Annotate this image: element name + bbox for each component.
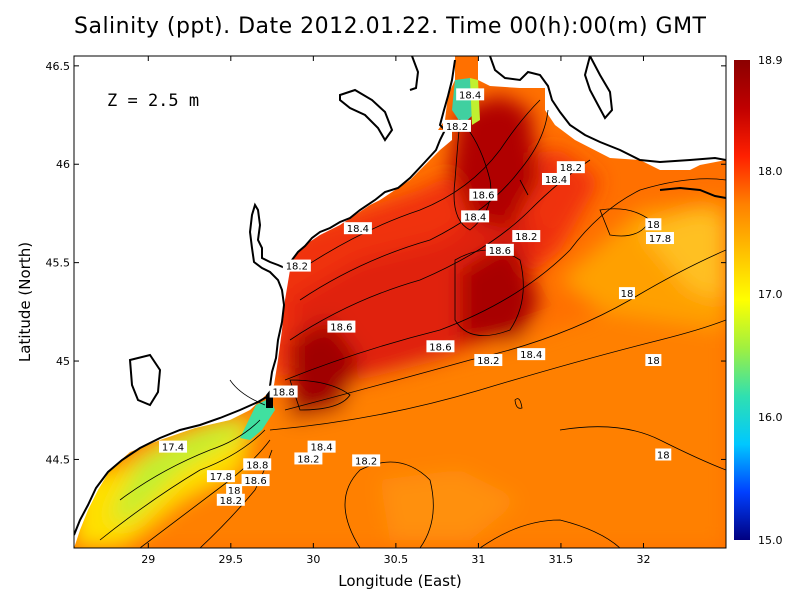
x-tick-label: 30 [306,553,320,566]
contour-labels: 18.418.218.618.418.218.418.418.218.618.2… [159,88,674,507]
contour-label-bg [541,172,570,185]
contour-label-bg [282,259,311,272]
contour-label: 18.6 [429,342,451,353]
contour-label: 18.4 [545,175,567,186]
lake-outline-5 [409,56,420,91]
contour-label: 18.4 [520,350,542,361]
contour-label: 18.6 [472,191,494,202]
contour-label: 18 [657,451,670,462]
y-tick-label: 44.5 [46,453,71,466]
contour-label: 18.2 [515,232,537,243]
contour-label: 17.4 [162,443,184,454]
lake-outline-4 [659,186,726,199]
colorbar-tick-label: 18.9 [758,54,783,67]
plume-core [266,386,273,408]
contour-label: 18.6 [244,476,266,487]
x-axis: 29 29.5 30 30.5 31 31.5 32 [141,56,650,566]
contour-label: 17.8 [210,472,232,483]
contour-label: 18 [621,289,634,300]
lake-outline-1 [339,88,394,142]
colorbar-ticks: 15.0 16.0 17.0 18.0 18.9 [758,54,783,547]
contour-label-bg [645,218,662,231]
contour-label: 18.4 [310,443,332,454]
contour-label: 18.2 [286,262,308,273]
contour-label: 18 [647,356,660,367]
y-tick-label: 46.5 [46,60,71,73]
plot-frame [73,55,727,549]
contour-label-bg [655,448,672,461]
contour-label-bg [327,320,356,333]
contour-label: 18 [228,486,241,497]
contour-label-bg [426,340,455,353]
contour-label: 18.2 [220,496,242,507]
contour-label-bg [269,385,298,398]
contour-label-bg [469,188,498,201]
depth-annotation: Z = 2.5 m [107,91,199,111]
contour-label-bg [294,452,323,465]
contour-label: 18.2 [446,122,468,133]
land [74,56,455,548]
lake-outline-3 [128,353,162,407]
contour-label: 18.4 [464,212,486,223]
contour-label-bg [307,440,336,453]
contour-label: 18.2 [355,456,377,467]
contour-label-bg [442,119,471,132]
colorbar-tick-label: 15.0 [758,534,783,547]
y-axis: 44.5 45 45.5 46 46.5 [46,60,726,466]
contour-label-bg [474,354,503,367]
x-tick-label: 29 [141,553,155,566]
contour-label: 18.6 [330,323,352,334]
contour-label-bg [461,210,490,223]
contour-label: 18.6 [489,246,511,257]
coastline-south [74,394,271,536]
plot-area: 18.418.218.618.418.218.418.418.218.618.2… [74,56,726,548]
contour-label: 18.2 [560,163,582,174]
contour-label-bg [645,232,674,245]
x-axis-label: Longitude (East) [338,572,461,590]
chart-title: Salinity (ppt). Date 2012.01.22. Time 00… [74,14,707,39]
contour-label-bg [159,440,188,453]
contour-label: 18.4 [347,224,369,235]
x-tick-label: 29.5 [219,553,244,566]
x-tick-label: 31.5 [549,553,574,566]
contour-label-bg [645,354,662,367]
contour-label-bg [352,454,381,467]
contour-label: 18.8 [246,460,268,471]
x-tick-label: 31 [471,553,485,566]
contour-label-bg [216,493,245,506]
colorbar-tick-label: 17.0 [758,288,783,301]
y-axis-label: Latitude (North) [16,242,34,362]
contour-label: 17.8 [649,234,671,245]
contour-label-bg [556,161,585,174]
contour-label-bg [456,88,485,101]
lake-outline-2 [583,56,614,120]
x-tick-label: 32 [636,553,650,566]
contour-label: 18.8 [272,388,294,399]
colorbar-tick-label: 16.0 [758,411,783,424]
colorbar [734,60,750,540]
contour-label-bg [226,483,243,496]
y-tick-label: 45.5 [46,257,71,270]
contour-label-bg [206,470,235,483]
contour-label-bg [485,243,514,256]
y-tick-label: 46 [56,158,70,171]
coastline-northeast [489,56,726,164]
colorbar-tick-label: 18.0 [758,165,783,178]
contour-label-bg [517,348,546,361]
y-tick-label: 45 [56,355,70,368]
contour-label-bg [343,222,372,235]
x-tick-label: 30.5 [384,553,409,566]
contour-label: 18.2 [297,454,319,465]
contour-label-bg [243,458,272,471]
contour-label-bg [512,230,541,243]
contour-label: 18.2 [477,356,499,367]
contour-label-bg [618,287,635,300]
contour-label-bg [241,474,270,487]
contour-label: 18.4 [459,90,481,101]
contour-label: 18 [647,220,660,231]
